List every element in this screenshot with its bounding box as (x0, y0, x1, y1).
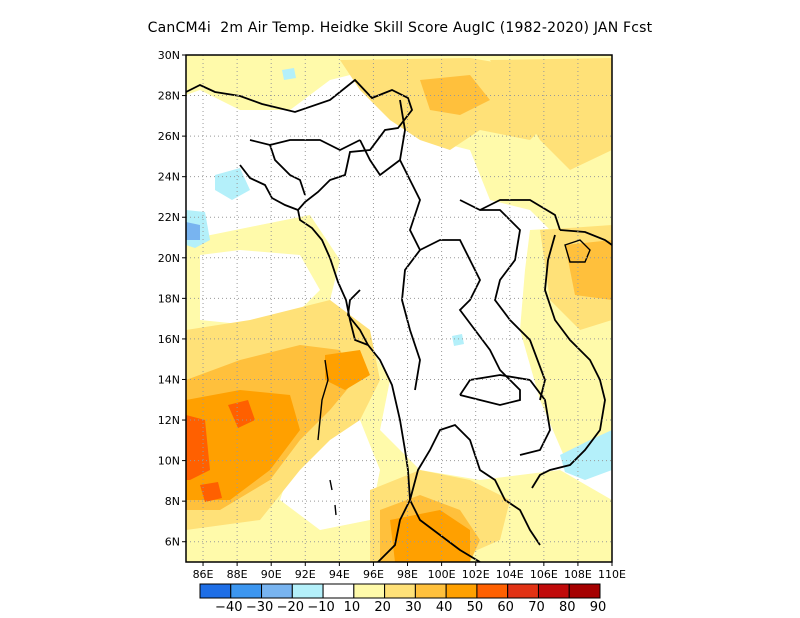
colorbar-label: 70 (528, 600, 545, 615)
colorbar-label: 10 (344, 600, 361, 615)
lon-tick-label: 96E (363, 568, 384, 581)
colorbar-label: −20 (277, 600, 304, 615)
lon-tick-label: 92E (295, 568, 316, 581)
lat-tick-label: 22N (158, 211, 180, 224)
colorbar-swatch (568, 583, 601, 599)
longitude-ticks (202, 562, 613, 566)
contour-50-60-bay2 (228, 400, 255, 428)
lon-tick-label: 100E (428, 568, 456, 581)
colorbar-label: −10 (307, 600, 334, 615)
lon-tick-label: 90E (261, 568, 282, 581)
colorbar-swatch (353, 583, 386, 599)
colorbar-swatch (291, 583, 324, 599)
contour-40-50-bay (186, 390, 300, 500)
contour-30-40-vn (565, 240, 612, 300)
contour-20-30-ne (490, 58, 612, 170)
contour-40-50-andaman (325, 350, 370, 390)
colorbar-label: 60 (497, 600, 514, 615)
lat-tick-label: 18N (158, 292, 180, 305)
border-myanmar-east (399, 99, 422, 391)
contour-white-mid (430, 170, 490, 240)
border-bhutan-nepal (269, 144, 306, 196)
contour-50-60-bay (186, 415, 210, 480)
lat-tick-label: 24N (158, 171, 180, 184)
lon-tick-label: 108E (564, 568, 592, 581)
contour-white-northland (240, 110, 360, 190)
colorbar-label: 30 (405, 600, 422, 615)
colorbar (199, 583, 601, 599)
colorbar-swatch (261, 583, 293, 599)
contour-40-50-gulf (390, 510, 470, 562)
colorbar-swatch (322, 583, 355, 599)
map-frame (185, 54, 613, 563)
hainan-island (564, 239, 591, 263)
map-title: CanCM4i 2m Air Temp. Heidke Skill Score … (147, 20, 653, 36)
lat-tick-label: 12N (158, 414, 180, 427)
coastline-bangladesh (239, 164, 299, 211)
colorbar-swatch (199, 583, 232, 599)
contour-neg-bay-north (215, 168, 250, 200)
lon-tick-label: 86E (193, 568, 214, 581)
coastline-thailand-gulf (409, 423, 541, 546)
contour-white-land (400, 230, 520, 420)
andaman-islands (317, 359, 329, 441)
latitude-tick-labels: 30N 28N 26N 24N 22N 20N 18N 16N 14N 12N 10N 8N 6N (158, 49, 180, 549)
colorbar-labels: −40 −30 −20 −10 10 20 30 40 50 60 70 80 90 (215, 600, 606, 615)
coastline-malay (409, 499, 481, 563)
lon-tick-label: 102E (462, 568, 490, 581)
lat-tick-label: 8N (165, 495, 180, 508)
lat-tick-label: 20N (158, 252, 180, 265)
contour-neg-tiny (282, 68, 296, 80)
colorbar-label: 20 (374, 600, 391, 615)
contour-50-60-bay3 (200, 482, 222, 502)
skill-contour-fills (186, 55, 612, 562)
contour-white-sea (200, 250, 320, 325)
colorbar-label: 40 (436, 600, 453, 615)
colorbar-swatch (476, 583, 509, 599)
colorbar-label: 80 (559, 600, 576, 615)
lat-tick-label: 28N (158, 90, 180, 103)
longitude-tick-labels: 86E 88E 90E 92E 94E 96E 98E 100E 102E 104E 106E 108… (193, 568, 626, 581)
colorbar-swatch (230, 583, 263, 599)
lat-tick-label: 30N (158, 49, 180, 62)
islands (317, 239, 591, 516)
lat-tick-label: 26N (158, 130, 180, 143)
lon-tick-label: 104E (496, 568, 524, 581)
lat-tick-label: 14N (158, 373, 180, 386)
border-laos (459, 199, 546, 401)
border-northeast (359, 139, 401, 177)
colorbar-label: −30 (246, 600, 273, 615)
lon-tick-label: 98E (397, 568, 418, 581)
contour-30-40-n (420, 75, 490, 115)
lon-tick-label: 88E (227, 568, 248, 581)
colorbar-swatch (507, 583, 539, 599)
colorbar-swatch (414, 583, 447, 599)
contour-neg-scs (560, 430, 612, 480)
lon-tick-label: 110E (598, 568, 626, 581)
latitude-ticks (182, 54, 186, 543)
colorbar-label: 50 (467, 600, 484, 615)
nicobar-islands (329, 479, 337, 516)
colorbar-label: 90 (590, 600, 607, 615)
contour-neg-west-dark (186, 222, 200, 240)
contour-neg-tiny2 (452, 334, 464, 346)
colorbar-swatch (537, 583, 570, 599)
border-china-viet (479, 199, 561, 231)
colorbar-swatch (445, 583, 478, 599)
border-thailand (419, 239, 521, 406)
lon-tick-label: 94E (329, 568, 350, 581)
map-grid (186, 55, 612, 562)
lat-tick-label: 6N (165, 536, 180, 549)
coastline-bay-of-bengal (185, 78, 414, 563)
lat-tick-label: 10N (158, 455, 180, 468)
map-plot-area (185, 54, 613, 563)
coastline-vietnam (531, 229, 613, 489)
colorbar-swatch (384, 583, 416, 599)
coastline-myanmar-south (347, 289, 369, 346)
lat-tick-label: 16N (158, 333, 180, 346)
colorbar-label: −40 (215, 600, 242, 615)
lon-tick-label: 106E (530, 568, 558, 581)
